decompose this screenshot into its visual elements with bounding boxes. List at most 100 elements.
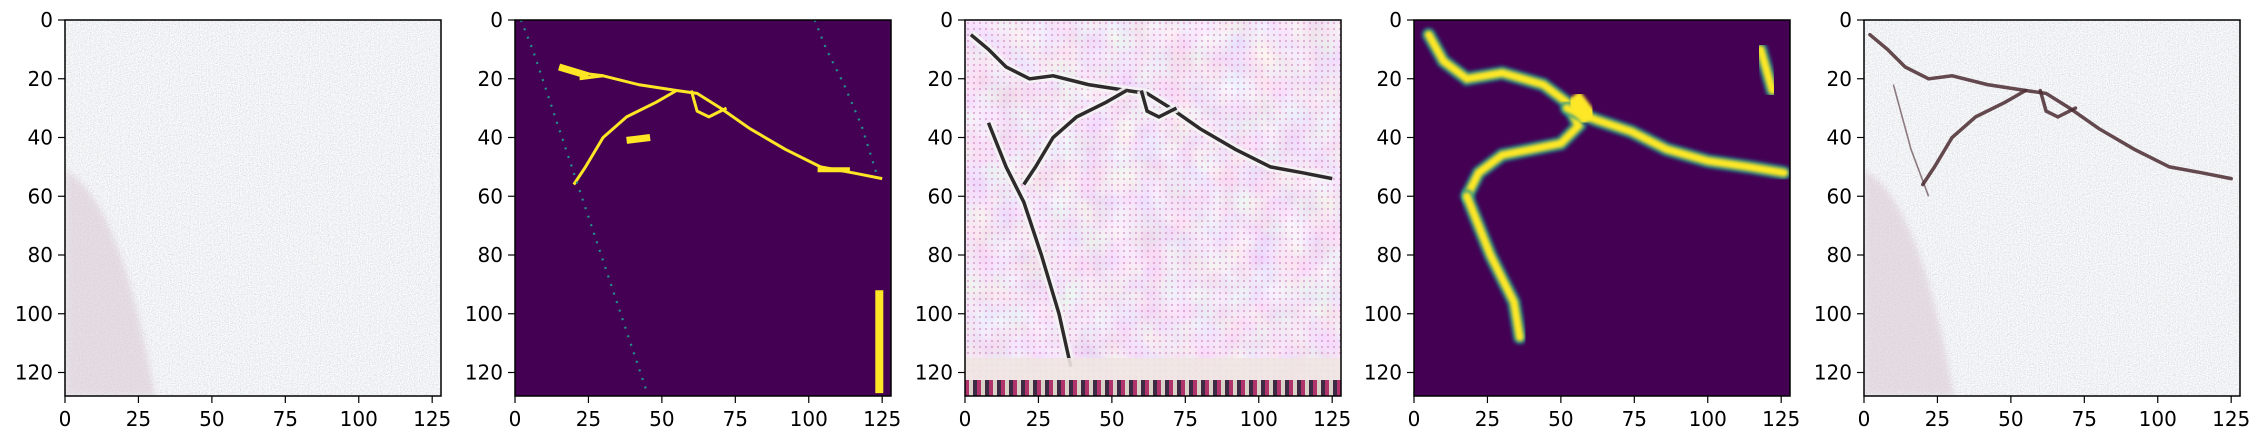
x-tick-label: 25 bbox=[126, 407, 151, 431]
crack-faint bbox=[1892, 84, 1930, 197]
y-tick-label: 0 bbox=[1389, 8, 1402, 32]
panel-frame bbox=[514, 19, 892, 397]
x-tick-label: 0 bbox=[1858, 407, 1871, 431]
crack-line-2 bbox=[1921, 88, 2028, 187]
panel-5-overlay: 0 25 50 75 100 125 0 20 40 60 80 100 120 bbox=[1814, 8, 2250, 431]
x-tick-label: 75 bbox=[1622, 407, 1647, 431]
x-tick-label: 75 bbox=[2072, 407, 2097, 431]
x-tick-label: 0 bbox=[59, 407, 72, 431]
y-tick-label: 0 bbox=[490, 8, 503, 32]
bottom-band bbox=[965, 358, 1341, 380]
x-tick-label: 0 bbox=[959, 407, 972, 431]
edge-line-2 bbox=[1022, 88, 1128, 186]
y-tick-label: 80 bbox=[928, 243, 953, 267]
y-tick-label: 80 bbox=[478, 243, 503, 267]
y-tick-label: 40 bbox=[478, 126, 503, 150]
panel-frame bbox=[1863, 19, 2241, 397]
pred-core-1 bbox=[1562, 104, 1789, 177]
mask-background bbox=[515, 20, 891, 396]
y-tick-label: 80 bbox=[28, 243, 53, 267]
pink-region bbox=[65, 170, 155, 396]
y-tick-label: 0 bbox=[940, 8, 953, 32]
y-tick-label: 100 bbox=[15, 302, 53, 326]
image-viridis-soft-mask bbox=[1414, 20, 1790, 396]
y-tick-label: 120 bbox=[1814, 361, 1852, 385]
y-tick-label: 100 bbox=[465, 302, 503, 326]
x-tick-label: 0 bbox=[1408, 407, 1421, 431]
panel-1-input-photo: 0 25 50 75 100 125 0 20 40 60 80 100 120 bbox=[15, 8, 451, 431]
y-tick-label: 20 bbox=[478, 67, 503, 91]
image-gray-texture-with-crack bbox=[1864, 20, 2240, 396]
crack-line-0 bbox=[1868, 32, 2233, 181]
y-tick-label: 120 bbox=[465, 361, 503, 385]
y-tick-label: 60 bbox=[1377, 184, 1402, 208]
y-tick-label: 20 bbox=[28, 67, 53, 91]
y-tick-label: 120 bbox=[915, 361, 953, 385]
edge-line-1 bbox=[1139, 90, 1178, 119]
x-tick-label: 75 bbox=[1173, 407, 1198, 431]
x-tick-label: 100 bbox=[2139, 407, 2177, 431]
y-tick-label: 60 bbox=[928, 184, 953, 208]
panel-frame bbox=[964, 19, 1342, 397]
y-tick-label: 100 bbox=[1814, 302, 1852, 326]
panel-3-feature-map: 0 25 50 75 100 125 0 20 40 60 80 100 120 bbox=[915, 8, 1351, 431]
y-tick-label: 60 bbox=[28, 184, 53, 208]
mask-blob-a bbox=[558, 63, 590, 80]
x-tick-label: 0 bbox=[509, 407, 522, 431]
y-tick-label: 120 bbox=[1364, 361, 1402, 385]
x-tick-label: 50 bbox=[1998, 407, 2023, 431]
y-tick-label: 20 bbox=[1377, 67, 1402, 91]
x-tick-label: 125 bbox=[413, 407, 451, 431]
x-tick-label: 25 bbox=[1475, 407, 1500, 431]
x-tick-label: 50 bbox=[199, 407, 224, 431]
panel-frame bbox=[64, 19, 442, 397]
x-tick-label: 75 bbox=[723, 407, 748, 431]
image-pink-edge-texture bbox=[965, 20, 1341, 396]
y-tick-label: 60 bbox=[478, 184, 503, 208]
y-tick-label: 80 bbox=[1827, 243, 1852, 267]
mask-crack-2 bbox=[572, 89, 678, 186]
x-tick-label: 100 bbox=[1689, 407, 1727, 431]
y-tick-label: 100 bbox=[915, 302, 953, 326]
y-tick-label: 60 bbox=[1827, 184, 1852, 208]
image-viridis-binary-mask bbox=[515, 20, 891, 396]
x-tick-label: 125 bbox=[1762, 407, 1800, 431]
x-tick-label: 25 bbox=[576, 407, 601, 431]
edge-line-3 bbox=[986, 122, 1073, 367]
y-tick-label: 80 bbox=[1377, 243, 1402, 267]
x-tick-label: 25 bbox=[1925, 407, 1950, 431]
x-tick-label: 100 bbox=[340, 407, 378, 431]
x-tick-label: 25 bbox=[1026, 407, 1051, 431]
y-tick-label: 20 bbox=[928, 67, 953, 91]
y-tick-label: 0 bbox=[40, 8, 53, 32]
x-tick-label: 100 bbox=[790, 407, 828, 431]
edge-line-0 bbox=[969, 33, 1333, 181]
pred-blob bbox=[1565, 90, 1598, 126]
pred-core-2 bbox=[1462, 192, 1524, 342]
x-tick-label: 50 bbox=[649, 407, 674, 431]
y-tick-label: 20 bbox=[1827, 67, 1852, 91]
x-tick-label: 125 bbox=[1313, 407, 1351, 431]
y-tick-label: 0 bbox=[1839, 8, 1852, 32]
x-tick-label: 125 bbox=[863, 407, 901, 431]
mask-blob-b bbox=[626, 134, 651, 144]
y-tick-label: 40 bbox=[928, 126, 953, 150]
x-tick-label: 100 bbox=[1240, 407, 1278, 431]
panel-2-ground-truth-mask: 0 25 50 75 100 125 0 20 40 60 80 100 120 bbox=[465, 8, 901, 431]
x-tick-label: 50 bbox=[1548, 407, 1573, 431]
y-tick-label: 40 bbox=[28, 126, 53, 150]
x-tick-label: 125 bbox=[2212, 407, 2250, 431]
x-tick-label: 75 bbox=[273, 407, 298, 431]
bottom-stripes bbox=[965, 380, 1341, 396]
y-tick-label: 100 bbox=[1364, 302, 1402, 326]
x-tick-label: 50 bbox=[1099, 407, 1124, 431]
panel-frame bbox=[1413, 19, 1791, 397]
pred-core-4 bbox=[1756, 45, 1777, 95]
y-tick-label: 40 bbox=[1827, 126, 1852, 150]
y-tick-label: 120 bbox=[15, 361, 53, 385]
mask-dotted-0 bbox=[519, 20, 649, 394]
mask-crack-1 bbox=[689, 90, 728, 119]
pink-region bbox=[1864, 170, 1954, 396]
y-tick-label: 40 bbox=[1377, 126, 1402, 150]
